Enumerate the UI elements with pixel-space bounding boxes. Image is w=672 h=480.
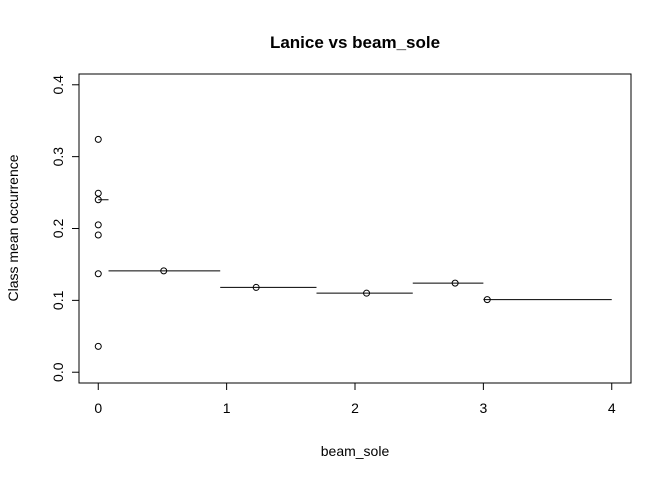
x-axis-label: beam_sole [321, 443, 390, 459]
y-tick-label-1: 0.1 [50, 290, 66, 310]
x-tick-label-4: 4 [608, 400, 616, 416]
data-point-7 [160, 267, 168, 275]
x-tick-label-2: 2 [351, 400, 359, 416]
plot-frame [78, 73, 632, 384]
data-point-2 [94, 196, 102, 204]
chart-title: Lanice vs beam_sole [270, 33, 440, 52]
data-point-11 [483, 296, 491, 304]
data-point-3 [94, 221, 102, 229]
data-point-10 [451, 279, 459, 287]
data-point-4 [94, 231, 102, 239]
y-tick-label-3: 0.3 [50, 147, 66, 167]
data-point-9 [363, 289, 371, 297]
y-axis-label: Class mean occurrence [5, 154, 21, 301]
x-tick-label-3: 3 [479, 400, 487, 416]
y-tick-label-2: 0.2 [50, 219, 66, 239]
data-point-0 [94, 135, 102, 143]
class-mean-segments [98, 199, 612, 301]
data-point-5 [94, 270, 102, 278]
data-point-1 [94, 189, 102, 197]
data-point-8 [252, 283, 260, 291]
data-point-6 [94, 342, 102, 350]
x-tick-label-0: 0 [94, 400, 102, 416]
x-axis: 0 1 2 3 4 [94, 382, 616, 416]
y-tick-label-4: 0.4 [50, 75, 66, 95]
y-axis: 0.0 0.1 0.2 0.3 0.4 [50, 75, 80, 382]
x-tick-label-1: 1 [223, 400, 231, 416]
y-tick-label-0: 0.0 [50, 362, 66, 382]
data-points [94, 135, 491, 350]
